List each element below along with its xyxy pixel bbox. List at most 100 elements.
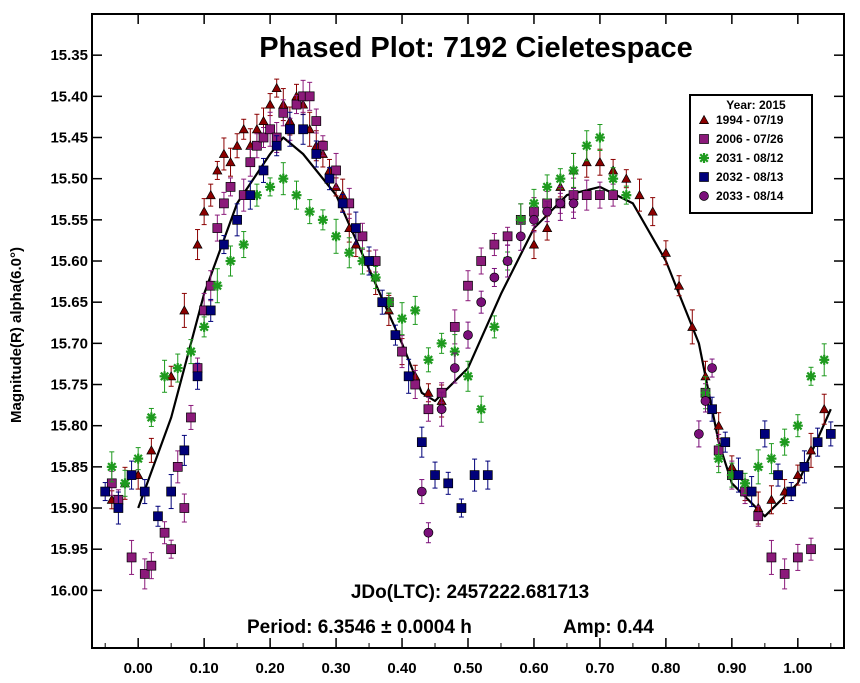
- data-point: [647, 206, 658, 216]
- x-tick-label: 0.30: [321, 660, 350, 677]
- data-point: [205, 305, 216, 316]
- data-point: [456, 503, 467, 513]
- data-point: [139, 569, 150, 579]
- data-point: [179, 503, 190, 513]
- data-point: [819, 404, 830, 414]
- legend-marker-3: [699, 172, 709, 182]
- data-points-layer: [100, 78, 836, 590]
- legend-label-3: 2032 - 08/13: [716, 170, 784, 184]
- data-point: [285, 124, 295, 135]
- data-point: [100, 486, 111, 497]
- data-point: [397, 313, 408, 324]
- data-point: [673, 280, 685, 290]
- data-point: [304, 91, 315, 102]
- data-point: [766, 552, 777, 563]
- data-point: [331, 165, 341, 176]
- data-point: [449, 322, 460, 332]
- data-point: [271, 82, 282, 93]
- x-tick-label: 0.90: [717, 660, 746, 677]
- data-point: [707, 404, 717, 415]
- data-point: [265, 99, 276, 109]
- data-point: [351, 223, 361, 233]
- legend-label-4: 2033 - 08/14: [716, 189, 784, 203]
- y-tick-label: 15.65: [50, 294, 88, 311]
- data-point: [166, 486, 177, 497]
- legend-label-2: 2031 - 08/12: [716, 151, 784, 165]
- data-point: [410, 305, 421, 316]
- data-point: [759, 429, 770, 439]
- y-tick-label: 15.75: [50, 377, 88, 394]
- data-point: [252, 140, 262, 151]
- data-point: [621, 173, 632, 183]
- data-point: [390, 330, 401, 340]
- data-point: [298, 124, 308, 135]
- data-point: [106, 461, 117, 472]
- data-point: [238, 124, 249, 134]
- data-point: [436, 404, 447, 415]
- y-tick-label: 15.80: [50, 418, 88, 435]
- y-tick-label: 15.90: [50, 500, 88, 517]
- y-tick-label: 15.95: [50, 541, 88, 558]
- data-point: [489, 321, 500, 332]
- data-point: [423, 354, 434, 365]
- data-point: [568, 165, 579, 176]
- data-point: [786, 486, 797, 497]
- data-point: [232, 214, 242, 225]
- data-point: [126, 470, 137, 480]
- data-point: [779, 569, 790, 579]
- data-point: [436, 338, 447, 349]
- data-point: [812, 437, 823, 448]
- data-point: [463, 330, 473, 340]
- data-point: [469, 470, 480, 480]
- data-point: [806, 544, 816, 555]
- data-point: [186, 412, 196, 423]
- y-tick-label: 15.55: [50, 212, 88, 229]
- data-point: [212, 165, 223, 175]
- data-point: [159, 527, 170, 538]
- data-point: [126, 552, 137, 563]
- data-point: [245, 190, 256, 200]
- data-point: [199, 321, 210, 332]
- data-point: [172, 462, 183, 472]
- data-point: [185, 346, 196, 357]
- x-tick-label: 0.10: [190, 660, 219, 677]
- data-point: [581, 140, 592, 151]
- data-point: [370, 272, 381, 283]
- data-point: [238, 239, 249, 250]
- data-point: [753, 511, 764, 522]
- legend-box: [689, 94, 813, 214]
- data-point: [416, 437, 427, 448]
- data-point: [700, 396, 711, 406]
- data-point: [753, 461, 764, 472]
- data-point: [608, 190, 618, 200]
- legend-marker-1: [699, 134, 709, 144]
- data-point: [806, 371, 817, 382]
- data-point: [225, 156, 236, 167]
- data-point: [740, 478, 751, 489]
- data-point: [621, 190, 632, 201]
- data-point: [528, 239, 540, 249]
- data-point: [251, 124, 263, 134]
- data-point: [265, 181, 276, 192]
- data-point: [377, 297, 388, 308]
- data-point: [687, 321, 698, 331]
- data-point: [192, 239, 203, 249]
- data-point: [766, 494, 777, 504]
- data-point: [449, 363, 460, 373]
- data-point: [443, 478, 454, 489]
- data-point: [146, 412, 157, 423]
- y-tick-label: 15.70: [50, 335, 88, 352]
- data-point: [172, 363, 183, 374]
- data-point: [331, 231, 342, 242]
- x-tick-label: 0.50: [453, 660, 482, 677]
- data-point: [595, 190, 605, 200]
- data-point: [805, 445, 817, 455]
- data-point: [232, 140, 243, 150]
- series-4: [416, 185, 717, 544]
- data-point: [476, 256, 487, 266]
- data-point: [225, 182, 236, 192]
- data-point: [153, 511, 163, 522]
- data-point: [311, 116, 322, 126]
- data-point: [792, 420, 803, 431]
- data-point: [291, 190, 302, 201]
